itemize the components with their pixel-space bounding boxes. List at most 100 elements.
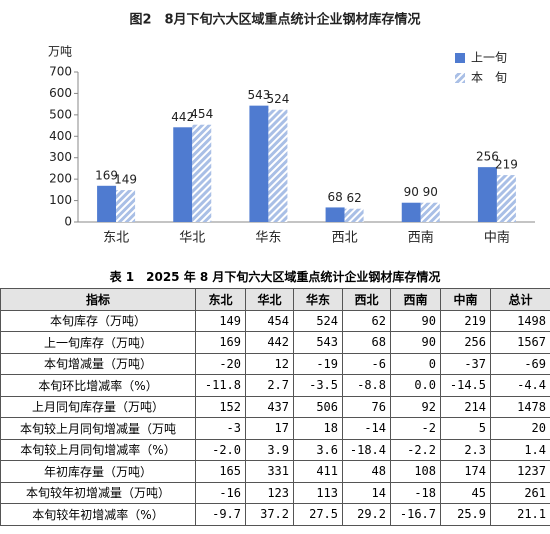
header-cell: 西北 (342, 288, 391, 311)
table-cell: 454 (245, 309, 294, 332)
bar (477, 167, 497, 222)
table-cell: -16 (195, 481, 246, 504)
y-tick-label: 600 (49, 86, 72, 100)
table-cell: -11.8 (195, 374, 246, 397)
data-label: 68 (327, 190, 342, 204)
table-cell: 3.6 (293, 438, 343, 461)
table-cell: 123 (245, 481, 294, 504)
table-cell: 年初库存量（万吨） (0, 460, 196, 483)
table-cell: 本旬较年初增减率（%） (0, 503, 196, 526)
header-cell: 华北 (245, 288, 294, 311)
table-cell: 本旬环比增减率（%） (0, 374, 196, 397)
table-cell: -14.5 (440, 374, 491, 397)
table-cell: 90 (390, 309, 441, 332)
table-cell: -3.5 (293, 374, 343, 397)
table-cell: 174 (440, 460, 491, 483)
bar (268, 109, 288, 222)
table-cell: 62 (342, 309, 391, 332)
table: 指标 东北 华北 华东 西北 西南 中南 总计 本旬库存（万吨） 149 454 524 62 90 219… (0, 288, 550, 526)
table-cell: 37.2 (245, 503, 294, 526)
table-row: 本旬增减量（万吨） -20 12 -19 -6 0 -37 -69 (0, 352, 550, 375)
table-cell: 169 (195, 331, 246, 354)
table-cell: 14 (342, 481, 391, 504)
table-cell: 149 (195, 309, 246, 332)
data-label: 219 (495, 158, 518, 172)
table-cell: 48 (342, 460, 391, 483)
y-tick-label: 200 (49, 172, 72, 186)
table-row: 本旬库存（万吨） 149 454 524 62 90 219 1498 (0, 309, 550, 332)
table-cell: 214 (440, 395, 491, 418)
header-cell: 西南 (390, 288, 441, 311)
table-cell: 29.2 (342, 503, 391, 526)
y-tick-label: 500 (49, 107, 72, 121)
chart-title: 图2 8月下旬六大区域重点统计企业钢材库存情况 (129, 12, 420, 28)
table-cell: 1567 (490, 331, 550, 354)
x-tick-label: 中南 (484, 230, 510, 246)
table-row: 本旬较年初增减量（万吨） -16 123 113 14 -18 45 261 (0, 481, 550, 504)
y-axis-label: 万吨 (48, 45, 72, 59)
bar (116, 190, 136, 222)
table-cell: 411 (293, 460, 343, 483)
data-label: 442 (171, 110, 194, 124)
y-tick-label: 100 (49, 193, 72, 207)
table-cell: -2.2 (390, 438, 441, 461)
bar (249, 105, 269, 222)
y-tick-label: 0 (64, 215, 72, 229)
table-cell: -69 (490, 352, 550, 375)
bar (173, 127, 193, 222)
table-cell: 本旬较上月同旬增减量（万吨 (0, 417, 196, 440)
table-cell: 27.5 (293, 503, 343, 526)
table-cell: 506 (293, 395, 343, 418)
bar (325, 207, 345, 222)
table-cell: 256 (440, 331, 491, 354)
data-label: 149 (114, 173, 137, 187)
y-tick-label: 700 (49, 65, 72, 79)
table-cell: 2.7 (245, 374, 294, 397)
table-cell: -19 (293, 352, 343, 375)
bar (97, 185, 117, 222)
header-cell: 东北 (195, 288, 246, 311)
table-cell: 本旬增减量（万吨） (0, 352, 196, 375)
bar (401, 202, 421, 222)
table-cell: 437 (245, 395, 294, 418)
table-title: 表 1 2025 年 8 月下旬六大区域重点统计企业钢材库存情况 (109, 270, 441, 284)
data-label: 90 (404, 185, 419, 199)
table-cell: -20 (195, 352, 246, 375)
bar (192, 124, 212, 222)
table-cell: 3.9 (245, 438, 294, 461)
x-tick-label: 华东 (255, 231, 281, 246)
table-cell: 0.0 (390, 374, 441, 397)
table-cell: 本旬较年初增减量（万吨） (0, 481, 196, 504)
table-cell: -37 (440, 352, 491, 375)
table-cell: 68 (342, 331, 391, 354)
data-label: 256 (476, 150, 499, 164)
table-cell: 上一旬库存（万吨） (0, 331, 196, 354)
table-row: 本旬较上月同旬增减量（万吨 -3 17 18 -14 -2 5 20 (0, 417, 550, 440)
header-cell: 中南 (440, 288, 491, 311)
table-cell: 1.4 (490, 438, 550, 461)
x-tick-label: 西北 (332, 231, 358, 246)
table-cell: -2.0 (195, 438, 246, 461)
table-cell: 442 (245, 331, 294, 354)
table-cell: -4.4 (490, 374, 550, 397)
table-cell: 90 (390, 331, 441, 354)
table-cell: -14 (342, 417, 391, 440)
table-cell: 17 (245, 417, 294, 440)
data-label: 90 (423, 185, 438, 199)
table-row: 上一旬库存（万吨） 169 442 543 68 90 256 1567 (0, 331, 550, 354)
bar (344, 208, 364, 222)
table-cell: 165 (195, 460, 246, 483)
table-cell: 524 (293, 309, 343, 332)
table-row: 年初库存量（万吨） 165 331 411 48 108 174 1237 (0, 460, 550, 483)
x-tick-label: 华北 (179, 231, 205, 246)
table-cell: -18.4 (342, 438, 391, 461)
table-cell: 25.9 (440, 503, 491, 526)
table-cell: -18 (390, 481, 441, 504)
table-cell: 543 (293, 331, 343, 354)
table-cell: 本旬较上月同旬增减率（%） (0, 438, 196, 461)
table-cell: -9.7 (195, 503, 246, 526)
table-cell: -16.7 (390, 503, 441, 526)
table-cell: 45 (440, 481, 491, 504)
table-row: 本旬环比增减率（%） -11.8 2.7 -3.5 -8.8 0.0 -14.5 -4.4 (0, 374, 550, 397)
table-cell: 76 (342, 395, 391, 418)
